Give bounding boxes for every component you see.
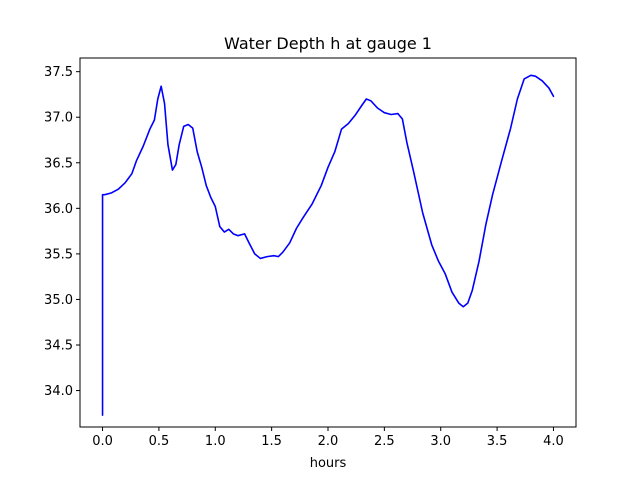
x-tick-label: 2.5 <box>374 434 395 449</box>
chart-title: Water Depth h at gauge 1 <box>224 34 432 53</box>
y-tick-label: 37.0 <box>44 111 73 126</box>
y-tick-label: 37.5 <box>44 65 73 80</box>
series-line-1 <box>101 74 555 416</box>
x-tick-label: 1.0 <box>205 434 226 449</box>
x-tick-label: 0.0 <box>92 434 113 449</box>
x-tick-label: 3.0 <box>430 434 451 449</box>
y-tick-label: 36.5 <box>44 156 73 171</box>
x-tick-label: 3.5 <box>487 434 508 449</box>
y-tick-label: 35.0 <box>44 293 73 308</box>
plot-area: 0.0 0.5 1.0 1.5 2.0 2.5 3.0 3.5 4.0 34.0 34.5 35.0 3… <box>44 57 577 449</box>
y-tick-label: 34.5 <box>44 339 73 354</box>
x-tick-label: 1.5 <box>261 434 282 449</box>
x-tick-label: 4.0 <box>543 434 564 449</box>
y-tick-label: 34.0 <box>44 384 73 399</box>
x-tick-label: 2.0 <box>318 434 339 449</box>
x-axis-label: hours <box>310 456 347 471</box>
x-tick-label: 0.5 <box>149 434 170 449</box>
y-tick-label: 35.5 <box>44 247 73 262</box>
y-tick-label: 36.0 <box>44 202 73 217</box>
